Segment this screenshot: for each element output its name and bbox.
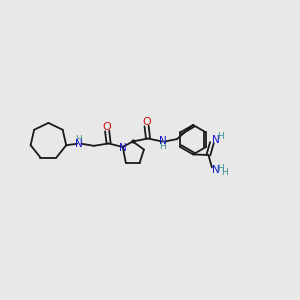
Text: N: N <box>119 143 127 153</box>
Text: N: N <box>75 139 83 149</box>
Text: H: H <box>218 164 224 173</box>
Text: H: H <box>217 132 224 141</box>
Text: H: H <box>75 135 82 144</box>
Text: N: N <box>159 136 166 146</box>
Text: N: N <box>212 165 220 175</box>
Text: N: N <box>212 135 220 145</box>
Text: H: H <box>221 168 228 177</box>
Text: H: H <box>159 142 166 151</box>
Text: O: O <box>142 117 151 127</box>
Text: O: O <box>103 122 112 132</box>
